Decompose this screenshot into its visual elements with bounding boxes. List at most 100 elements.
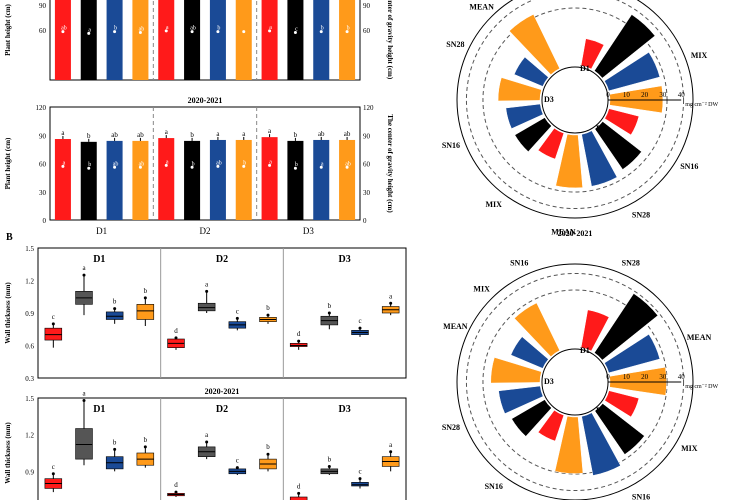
inner-point [164,163,168,167]
outer-label: SN16 [510,258,528,267]
group-label: D3 [339,254,351,265]
radial-tick-label: 10 [623,373,631,381]
y-tick-label: 60 [39,161,47,169]
inner-letter: a [88,27,91,33]
box-letter: c [358,317,361,325]
y-tick-label: 1.5 [25,245,34,253]
outlier-point [327,311,331,315]
outer-label: SN28 [622,258,640,267]
box [105,311,124,320]
radial-bar [510,336,549,369]
group-label: D2 [200,226,211,236]
radial-bar [509,13,561,75]
radial-tick-label: 30 [659,373,667,381]
box [44,327,63,341]
y-tick-label: 0.9 [25,468,34,476]
outer-label: MEAN [551,227,576,236]
inner-letter: a [269,25,272,31]
bar [313,0,330,80]
inner-point [268,163,272,167]
inner-letter: ab [113,161,119,167]
outlier-point [235,316,239,320]
outlier-point [358,326,362,330]
plot-frame [49,0,361,81]
radial-tick-label: 30 [659,91,667,99]
box-letter: d [174,481,178,489]
radial-bar [604,333,661,374]
inner-point [190,165,194,169]
box [351,482,369,487]
radial-bar [580,38,605,70]
outlier-point [358,477,362,481]
inner-letter: a [269,159,272,165]
radial-bar [511,399,552,437]
y-tick-label: 60 [39,27,47,35]
bar [132,0,149,81]
bar-letter: a [216,130,220,138]
outlier-point [82,398,86,402]
y2-tick-label: 0 [363,217,367,225]
chart-title: 2020-2021 [558,229,593,238]
bar-letter: b [190,131,194,139]
box [289,343,308,347]
inner-point [293,166,297,170]
outlier-point [143,445,147,449]
bar [132,140,149,220]
outer-ring [456,0,694,219]
inner-letter: a [321,161,324,167]
radial-bar [513,56,549,87]
inner-point [190,30,194,34]
radial-bar [514,117,552,152]
y-axis-label: Plant height (cm) [4,137,12,189]
box-letter: a [205,431,209,439]
group-label: D3 [544,377,554,386]
y-axis-label: Wall thickness (mm) [4,282,12,344]
box-letter: d [297,330,301,338]
box-letter: b [144,436,148,444]
grid-ring [465,0,685,210]
inner-point [268,29,272,33]
bar-letter: a [61,129,65,137]
grid-ring [465,272,685,492]
inner-letter: a [166,159,169,165]
radial-bar [609,85,664,114]
radial-tick-label: 20 [641,373,649,381]
inner-point [216,164,220,168]
y-tick-label: 0.6 [25,343,34,351]
outlier-point [266,313,270,317]
radial-bar [604,108,640,136]
box-letter: d [174,327,178,335]
radial-bar [537,409,565,442]
inner-point [138,31,142,34]
y-tick-label: 0 [43,217,47,225]
bar [184,140,201,220]
box-letter: b [113,298,117,306]
radial-bar [581,130,618,187]
bar-letter: ab [344,130,351,138]
outer-label: SN28 [442,423,460,432]
radial-bar [490,357,542,384]
inner-letter: ab [190,26,196,32]
bar [235,139,252,220]
inner-letter: a [63,160,66,166]
box-letter: a [82,264,86,272]
box-letter: a [205,280,209,288]
y2-tick-label: 90 [363,2,371,10]
group-label: D1 [96,226,107,236]
radial-bar [514,302,561,357]
outer-label: SN16 [632,492,650,500]
y-axis-label: Plant height (cm) [4,3,12,55]
inner-point [216,30,220,34]
plot-frame [37,247,407,379]
radial-bar [581,412,621,476]
box-letter: d [297,482,301,490]
bar-chart-2020: aabbababababaabbaababaabbabaabab03060901… [4,96,394,236]
box-letter: c [52,313,55,321]
inner-point [61,30,65,34]
group-label: D1 [93,254,105,265]
inner-point [87,31,91,35]
outer-label: SN28 [446,40,464,49]
group-label: D3 [303,226,314,236]
inner-point [345,165,349,169]
